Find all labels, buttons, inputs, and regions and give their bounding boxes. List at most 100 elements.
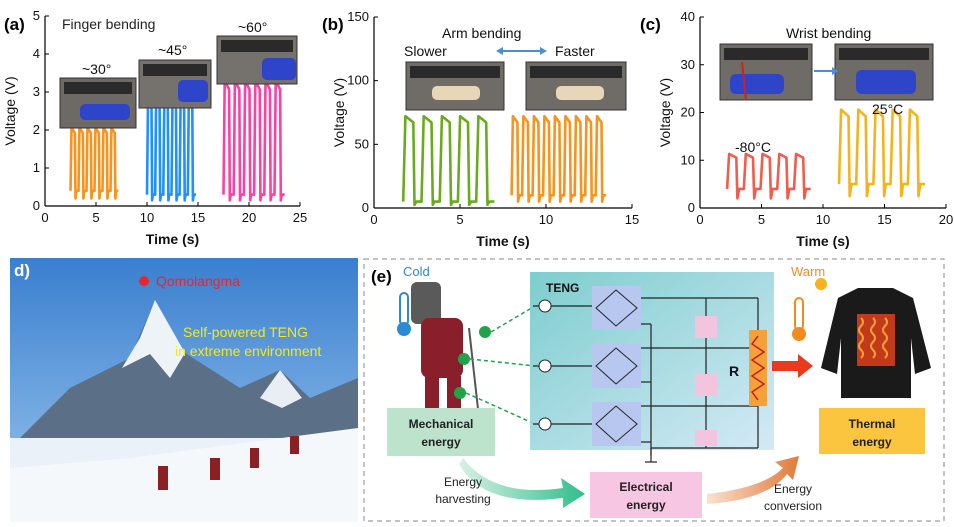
sensor-dot-2 (458, 353, 470, 365)
y-tick-label: 2 (33, 122, 40, 137)
x-tick-label: 10 (539, 212, 553, 227)
series-line (401, 114, 495, 207)
caption-line-1: Self-powered TENG (183, 324, 308, 340)
y-tick-label: 0 (33, 198, 40, 213)
chart-c: 0 5 10 15 20 0 10 20 30 40 Time (s) Voltage (V) (657, 9, 953, 249)
series-line (69, 126, 119, 200)
sun-icon (815, 278, 827, 290)
x-tick-label: 5 (456, 212, 463, 227)
panel-c-label: (c) (640, 15, 661, 34)
capacitors (695, 316, 717, 446)
conversion-arrow (707, 456, 799, 504)
climber-figure (411, 282, 480, 419)
x-tick-label: 15 (877, 212, 891, 227)
teng-label: TENG (546, 281, 579, 295)
charts-svg: (a) (b) (c) 0 5 10 15 20 25 0 1 2 3 4 5 Time (s) Volt… (2, 8, 953, 249)
warm-thermometer-icon (792, 297, 806, 341)
cold-thermometer-icon (397, 292, 411, 336)
x-axis-label: Time (s) (796, 233, 849, 249)
y-tick-label: 50 (355, 136, 369, 151)
energy-diagram-panel: (e) Cold Warm Mechani (363, 258, 945, 522)
y-tick-label: 20 (681, 105, 695, 120)
everest-illustration: d) Qomolangma Self-powered TENG in extre… (10, 258, 358, 522)
x-tick-label: 15 (191, 210, 205, 225)
y-tick-label: 1 (33, 160, 40, 175)
x-tick-label: 15 (625, 212, 639, 227)
series-line (222, 79, 285, 202)
harvesting-arrow (459, 458, 585, 508)
harvesting-line2: harvesting (435, 492, 490, 506)
thermal-energy-box (819, 408, 925, 454)
y-tick-label: 150 (347, 9, 369, 24)
x-tick-label: 0 (696, 212, 703, 227)
wrist-photo-cold (719, 43, 813, 101)
chart-c-title: Wrist bending (786, 25, 871, 41)
x-tick-label: 20 (939, 212, 953, 227)
heat-arrow (772, 354, 813, 378)
cold-label: Cold (403, 264, 430, 279)
chart-b-title: Arm bending (442, 25, 521, 41)
slower-label: Slower (404, 43, 447, 59)
circuit-wiring (533, 297, 759, 463)
y-tick-label: 5 (33, 8, 40, 23)
y-tick-label: 0 (362, 200, 369, 215)
series-line (510, 114, 607, 203)
sensor-dot-3 (454, 387, 466, 399)
y-tick-label: 40 (681, 9, 695, 24)
electrical-energy-box (590, 472, 702, 518)
mechanical-energy-box (387, 408, 495, 456)
angle-label-30: ~30° (82, 61, 111, 77)
speed-arrow (496, 47, 547, 55)
faster-label: Faster (555, 43, 595, 59)
arm-photo-slow (405, 61, 505, 111)
y-axis-label: Voltage (V) (657, 78, 673, 147)
x-tick-label: 10 (816, 212, 830, 227)
everest-photo-panel: d) Qomolangma Self-powered TENG in extre… (10, 258, 358, 522)
heated-jacket-icon (821, 288, 931, 398)
x-tick-label: 0 (41, 210, 48, 225)
x-tick-label: 20 (242, 210, 256, 225)
y-axis-label: Voltage (V) (331, 78, 347, 147)
energy-diagram: (e) Cold Warm Mechani (363, 258, 945, 522)
peak-name: Qomolangma (156, 273, 240, 289)
wrist-photo-warm (834, 43, 934, 101)
resistor (749, 330, 767, 406)
caption-line-2: in extreme environment (175, 343, 321, 359)
y-tick-label: 3 (33, 84, 40, 99)
panel-d-label: d) (14, 261, 30, 280)
finger-photo-30 (59, 77, 137, 129)
rectifier-bridges (592, 286, 641, 446)
x-tick-label: 5 (92, 210, 99, 225)
finger-photo-45 (138, 59, 212, 109)
series-line (145, 99, 196, 202)
y-tick-label: 0 (688, 200, 695, 215)
series-line (837, 108, 926, 198)
wrist-arrow (814, 67, 838, 75)
x-tick-label: 10 (140, 210, 154, 225)
electrical-energy-line1: Electrical (619, 480, 672, 494)
conversion-line1: Energy (774, 482, 812, 496)
location-pin-icon (139, 276, 149, 286)
y-axis-label: Voltage (V) (2, 76, 18, 145)
conversion-line2: conversion (764, 499, 822, 513)
chart-a-title: Finger bending (62, 16, 155, 32)
sensor-links (465, 305, 536, 425)
y-tick-label: 30 (681, 57, 695, 72)
y-tick-label: 4 (33, 46, 40, 61)
temp-label-cold: -80°C (735, 139, 771, 155)
panel-b-label: (b) (322, 15, 344, 34)
warm-label: Warm (791, 264, 825, 279)
panel-a-label: (a) (4, 15, 25, 34)
thermal-energy-line2: energy (852, 435, 892, 449)
x-tick-label: 0 (370, 212, 377, 227)
x-tick-label: 25 (293, 210, 307, 225)
resistor-label: R (729, 363, 739, 379)
arm-photo-fast (525, 61, 627, 111)
circuit-area (530, 272, 774, 450)
panel-e-label: (e) (371, 267, 392, 286)
thermal-energy-line1: Thermal (849, 417, 896, 431)
x-tick-label: 5 (758, 212, 765, 227)
x-axis-label: Time (s) (146, 231, 199, 247)
chart-a: 0 5 10 15 20 25 0 1 2 3 4 5 Time (s) Voltage (V) (2, 8, 307, 247)
